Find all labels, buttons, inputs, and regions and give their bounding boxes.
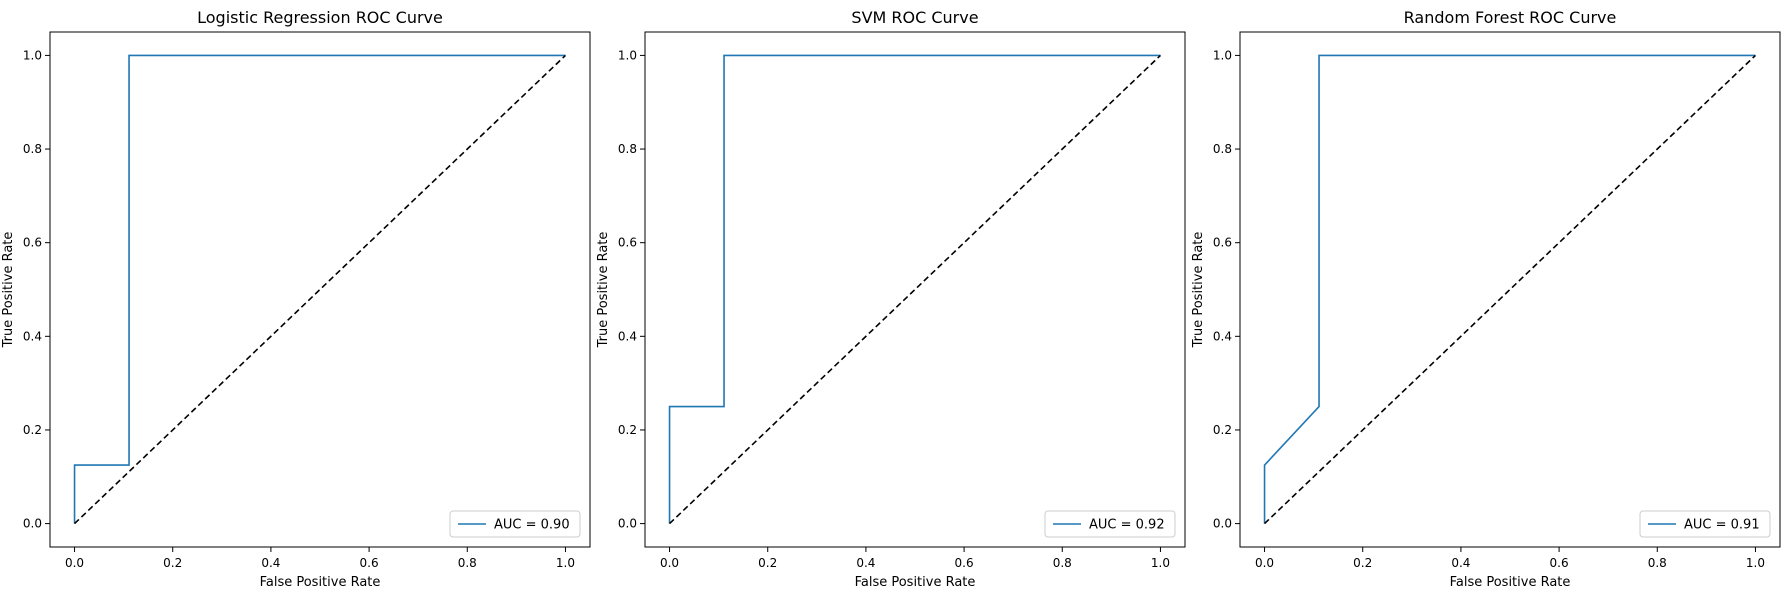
y-tick-label: 0.4 bbox=[618, 329, 637, 343]
chance-diagonal-line bbox=[668, 54, 1162, 525]
x-axis-label: False Positive Rate bbox=[855, 575, 976, 590]
legend-label: AUC = 0.91 bbox=[1684, 518, 1760, 533]
x-tick-label: 1.0 bbox=[556, 556, 575, 570]
y-axis-label: True Positive Rate bbox=[1, 232, 16, 349]
y-tick-label: 0.6 bbox=[618, 236, 637, 250]
y-tick-label: 1.0 bbox=[23, 48, 42, 62]
roc-curve-line bbox=[73, 54, 566, 524]
y-tick-label: 0.6 bbox=[1213, 236, 1232, 250]
y-tick-label: 0.0 bbox=[618, 517, 637, 531]
x-tick-label: 0.8 bbox=[1648, 556, 1667, 570]
y-tick-label: 0.4 bbox=[1213, 329, 1232, 343]
legend-box bbox=[1044, 510, 1176, 538]
y-tick-label: 0.4 bbox=[23, 329, 42, 343]
y-tick-label: 1.0 bbox=[618, 48, 637, 62]
plot-frame bbox=[1239, 31, 1781, 548]
y-tick-label: 0.2 bbox=[23, 423, 42, 437]
chart-title: Random Forest ROC Curve bbox=[1404, 8, 1617, 27]
chart-panel-2: SVM ROC Curve 0.0 0.2 0.4 0.6 0.8 1.0 0.0 0.2 0.4… bbox=[596, 8, 1186, 590]
x-tick-label: 0.6 bbox=[955, 556, 974, 570]
x-tick-label: 0.4 bbox=[856, 556, 875, 570]
chance-diagonal-line bbox=[73, 54, 567, 525]
legend-label: AUC = 0.92 bbox=[1089, 518, 1165, 533]
legend-box bbox=[449, 510, 581, 538]
legend-label: AUC = 0.90 bbox=[494, 518, 570, 533]
roc-curve-line bbox=[1263, 54, 1756, 524]
y-tick-label: 0.6 bbox=[23, 236, 42, 250]
y-tick-label: 0.8 bbox=[618, 142, 637, 156]
y-tick-label: 0.2 bbox=[1213, 423, 1232, 437]
legend: AUC = 0.90 bbox=[449, 510, 581, 538]
chance-diagonal-line bbox=[1263, 54, 1757, 525]
x-tick-label: 0.2 bbox=[758, 556, 777, 570]
roc-curve-line bbox=[668, 54, 1161, 524]
x-axis-label: False Positive Rate bbox=[1450, 575, 1571, 590]
x-axis-label: False Positive Rate bbox=[260, 575, 381, 590]
chart-panel-1: Logistic Regression ROC Curve 0.0 0.2 0.4 0.… bbox=[1, 8, 591, 590]
x-tick-label: 0.8 bbox=[458, 556, 477, 570]
x-tick-label: 1.0 bbox=[1151, 556, 1170, 570]
y-tick-label: 1.0 bbox=[1213, 48, 1232, 62]
y-tick-label: 0.8 bbox=[1213, 142, 1232, 156]
chart-panel-3: Random Forest ROC Curve 0.0 0.2 0.4 0.6 0.8 1.… bbox=[1191, 8, 1781, 590]
x-tick-label: 0.8 bbox=[1053, 556, 1072, 570]
legend: AUC = 0.92 bbox=[1044, 510, 1176, 538]
x-tick-label: 0.4 bbox=[1451, 556, 1470, 570]
x-tick-label: 1.0 bbox=[1746, 556, 1765, 570]
chart-title: Logistic Regression ROC Curve bbox=[197, 8, 443, 27]
x-tick-label: 0.6 bbox=[1550, 556, 1569, 570]
y-tick-label: 0.8 bbox=[23, 142, 42, 156]
y-tick-label: 0.0 bbox=[1213, 517, 1232, 531]
y-tick-label: 0.0 bbox=[23, 517, 42, 531]
x-tick-label: 0.0 bbox=[660, 556, 679, 570]
legend: AUC = 0.91 bbox=[1639, 510, 1771, 538]
x-tick-label: 0.4 bbox=[261, 556, 280, 570]
x-tick-label: 0.0 bbox=[65, 556, 84, 570]
x-tick-label: 0.0 bbox=[1255, 556, 1274, 570]
y-tick-label: 0.2 bbox=[618, 423, 637, 437]
plot-frame bbox=[49, 31, 591, 548]
y-axis-label: True Positive Rate bbox=[596, 232, 611, 349]
chart-title: SVM ROC Curve bbox=[851, 8, 978, 27]
x-tick-label: 0.6 bbox=[360, 556, 379, 570]
plot-frame bbox=[644, 31, 1186, 548]
y-axis-label: True Positive Rate bbox=[1191, 232, 1206, 349]
legend-box bbox=[1639, 510, 1771, 538]
x-tick-label: 0.2 bbox=[1353, 556, 1372, 570]
x-tick-label: 0.2 bbox=[163, 556, 182, 570]
